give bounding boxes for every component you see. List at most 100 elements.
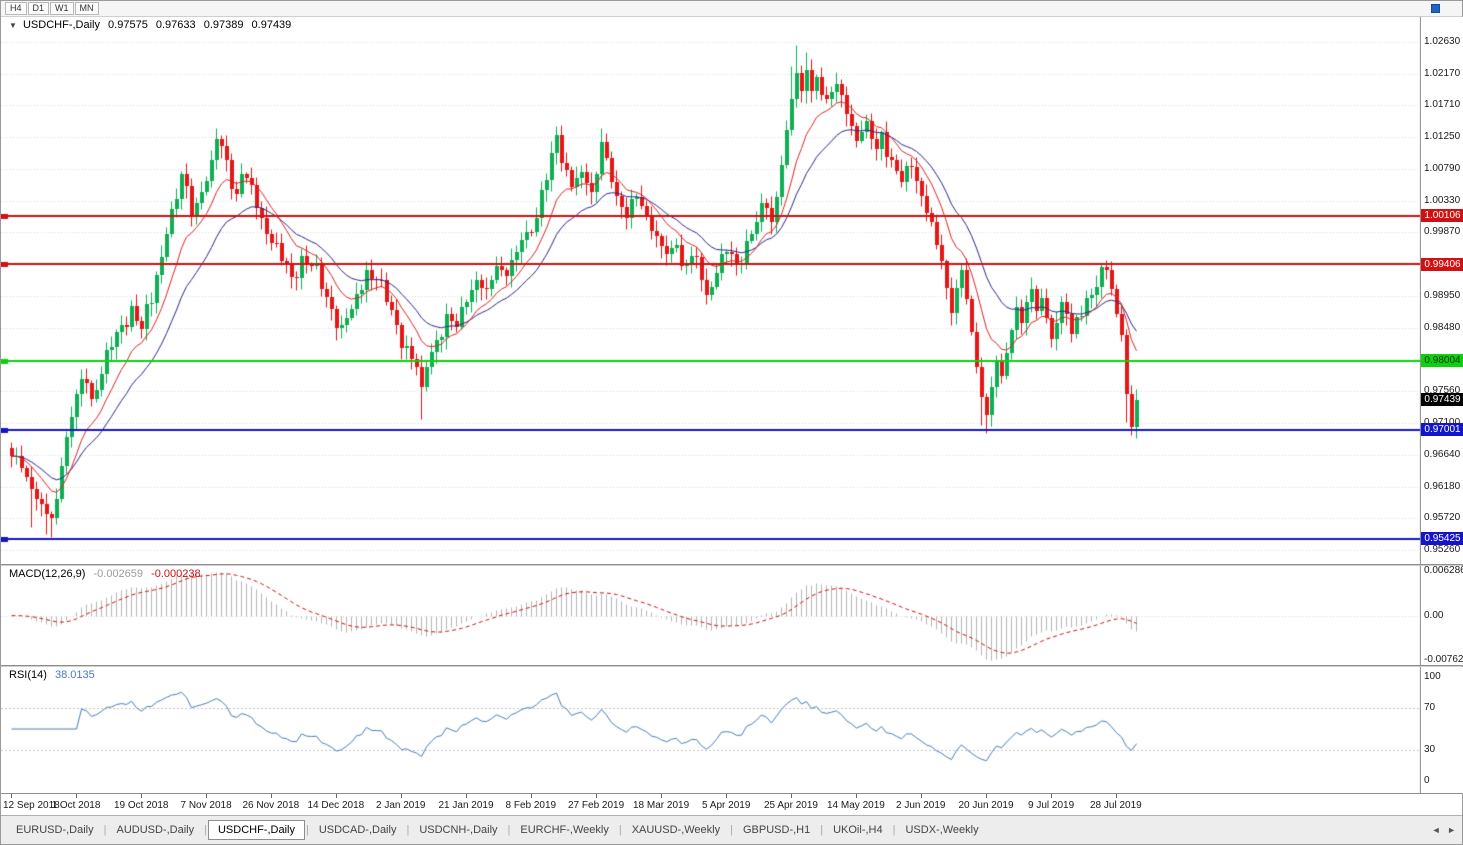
tab-separator: | — [305, 824, 309, 836]
price-axis-label: 1.01710 — [1424, 99, 1461, 110]
hline-price-tag[interactable]: 0.99406 — [1421, 258, 1463, 271]
rsi-axis-label: 30 — [1424, 744, 1436, 755]
chart-tab-ukoil-h4[interactable]: UKOil-,H4 — [833, 824, 883, 836]
x-axis-tick — [791, 794, 792, 798]
x-axis-tick — [726, 794, 727, 798]
timeframe-button-d1[interactable]: D1 — [27, 2, 50, 15]
x-axis-tick — [401, 794, 402, 798]
macd-canvas[interactable] — [1, 566, 1421, 665]
price-axis-label: 1.02630 — [1424, 36, 1461, 47]
x-axis-tick — [856, 794, 857, 798]
x-axis-date-label: 1 Oct 2018 — [51, 800, 101, 811]
hline-price-tag[interactable]: 1.00106 — [1421, 209, 1463, 222]
blue-square-icon[interactable] — [1431, 4, 1440, 13]
time-axis[interactable]: 12 Sep 2018 1 Oct 2018 19 Oct 2018 7 Nov 20… — [1, 793, 1462, 817]
chart-tab-gbpusd-h1[interactable]: GBPUSD-,H1 — [742, 824, 811, 836]
x-axis-date-label: 9 Jul 2019 — [1028, 800, 1075, 811]
price-axis-label: 0.96640 — [1424, 449, 1461, 460]
hline-price-tag[interactable]: 0.95425 — [1421, 532, 1463, 545]
ohlc-high: 0.97633 — [155, 19, 196, 31]
chart-tab-eurusd-daily[interactable]: EURUSD-,Daily — [16, 824, 94, 836]
chart-tab-usdcnh-daily[interactable]: USDCNH-,Daily — [419, 824, 498, 836]
timeframe-button-mn[interactable]: MN — [74, 2, 99, 15]
rsi-axis-label: 0 — [1424, 775, 1430, 786]
x-axis-tick — [986, 794, 987, 798]
chart-title: ▼ USDCHF-,Daily 0.97575 0.97633 0.97389 … — [9, 19, 291, 31]
chart-tab-usdcad-daily[interactable]: USDCAD-,Daily — [318, 824, 397, 836]
pane-separator[interactable] — [1, 564, 1462, 566]
x-axis-date-label: 5 Apr 2019 — [702, 800, 751, 811]
x-axis-tick — [531, 794, 532, 798]
tab-separator: | — [406, 824, 410, 836]
x-axis-date-label: 27 Feb 2019 — [568, 800, 625, 811]
rsi-axis-label: 70 — [1424, 702, 1436, 713]
price-scale[interactable]: 1.02630 1.02170 1.01710 1.01250 1.00790 1.003… — [1421, 17, 1463, 564]
timeframe-button-group: H4 D1 W1 MN — [4, 1, 99, 18]
timeframe-button-w1[interactable]: W1 — [50, 2, 74, 15]
x-axis-tick — [271, 794, 272, 798]
macd-axis-label: 0.00 — [1424, 610, 1444, 621]
chart-tab-audusd-daily[interactable]: AUDUSD-,Daily — [116, 824, 195, 836]
ohlc-low: 0.97389 — [203, 19, 244, 31]
x-axis-tick — [11, 794, 12, 798]
rsi-indicator-label: RSI(14) 38.0135 — [9, 669, 95, 681]
chart-symbol-label: USDCHF-,Daily — [22, 19, 100, 31]
x-axis-tick — [76, 794, 77, 798]
tab-scroll-arrows: ◄ ► — [1428, 825, 1456, 835]
ohlc-close: 0.97439 — [251, 19, 292, 31]
price-axis-label: 0.97100 — [1424, 417, 1460, 429]
price-chart-canvas[interactable] — [1, 17, 1421, 564]
chart-area: 1.02630 1.02170 1.01710 1.01250 1.00790 1.003… — [1, 17, 1463, 817]
x-axis-tick — [1051, 794, 1052, 798]
x-axis-date-label: 14 Dec 2018 — [307, 800, 365, 811]
chart-tab-usdchf-daily[interactable]: USDCHF-,Daily — [207, 820, 305, 840]
hline-price-tag[interactable]: 0.98004 — [1421, 354, 1463, 367]
x-axis-tick — [661, 794, 662, 798]
macd-indicator-label: MACD(12,26,9) -0.002659 -0.000238 — [9, 568, 201, 580]
timeframe-toolbar: H4 D1 W1 MN — [1, 1, 1462, 17]
price-axis-label: 0.99870 — [1424, 226, 1461, 237]
tab-separator: | — [820, 824, 824, 836]
tab-scroll-right-icon[interactable]: ► — [1447, 825, 1456, 835]
tab-separator: | — [892, 824, 896, 836]
rsi-scale[interactable]: 100 70 30 0 — [1421, 667, 1463, 793]
rsi-value: 38.0135 — [54, 669, 95, 681]
chart-tab-bar: EURUSD-,Daily | AUDUSD-,Daily | USDCHF-,Dail… — [1, 815, 1462, 844]
x-axis-date-label: 21 Jan 2019 — [438, 800, 494, 811]
pane-separator[interactable] — [1, 665, 1462, 667]
tab-scroll-left-icon[interactable]: ◄ — [1431, 825, 1441, 835]
macd-axis-label: 0.006286 — [1424, 565, 1463, 576]
tab-separator: | — [507, 824, 511, 836]
hline-price-tag[interactable]: 0.97001 — [1421, 423, 1463, 436]
chart-tab-eurchf-weekly[interactable]: EURCHF-,Weekly — [520, 824, 609, 836]
chart-tab-xauusd-weekly[interactable]: XAUUSD-,Weekly — [631, 824, 721, 836]
x-axis-date-label: 25 Apr 2019 — [764, 800, 818, 811]
x-axis-date-label: 20 Jun 2019 — [958, 800, 1014, 811]
collapse-objects-icon[interactable]: ▼ — [9, 21, 17, 30]
tab-separator: | — [730, 824, 733, 836]
timeframe-button-h4[interactable]: H4 — [5, 2, 27, 15]
chart-tab-usdx-weekly[interactable]: USDX-,Weekly — [905, 824, 979, 836]
rsi-canvas[interactable] — [1, 667, 1421, 793]
price-pane: 1.02630 1.02170 1.01710 1.01250 1.00790 1.003… — [1, 17, 1463, 564]
price-axis-label: 0.96180 — [1424, 481, 1461, 492]
x-axis-tick — [596, 794, 597, 798]
tab-separator: | — [204, 824, 207, 836]
x-axis-tick — [466, 794, 467, 798]
x-axis-date-label: 18 Mar 2019 — [633, 800, 690, 811]
macd-name: MACD(12,26,9) — [9, 568, 86, 580]
x-axis-date-label: 12 Sep 2018 — [3, 800, 60, 811]
x-axis-date-label: 28 Jul 2019 — [1090, 800, 1142, 811]
price-axis-label: 1.01250 — [1424, 131, 1461, 142]
price-axis-label: 0.95260 — [1424, 544, 1461, 555]
x-axis-tick — [921, 794, 922, 798]
ohlc-open: 0.97575 — [108, 19, 148, 31]
tab-separator: | — [103, 824, 107, 836]
rsi-name: RSI(14) — [9, 669, 47, 681]
x-axis-date-label: 14 May 2019 — [827, 800, 885, 811]
macd-scale[interactable]: 0.006286 0.00 -0.00762 — [1421, 565, 1463, 665]
tab-separator: | — [618, 824, 622, 836]
current-price-tag: 0.97439 — [1421, 393, 1463, 406]
x-axis-tick — [206, 794, 207, 798]
